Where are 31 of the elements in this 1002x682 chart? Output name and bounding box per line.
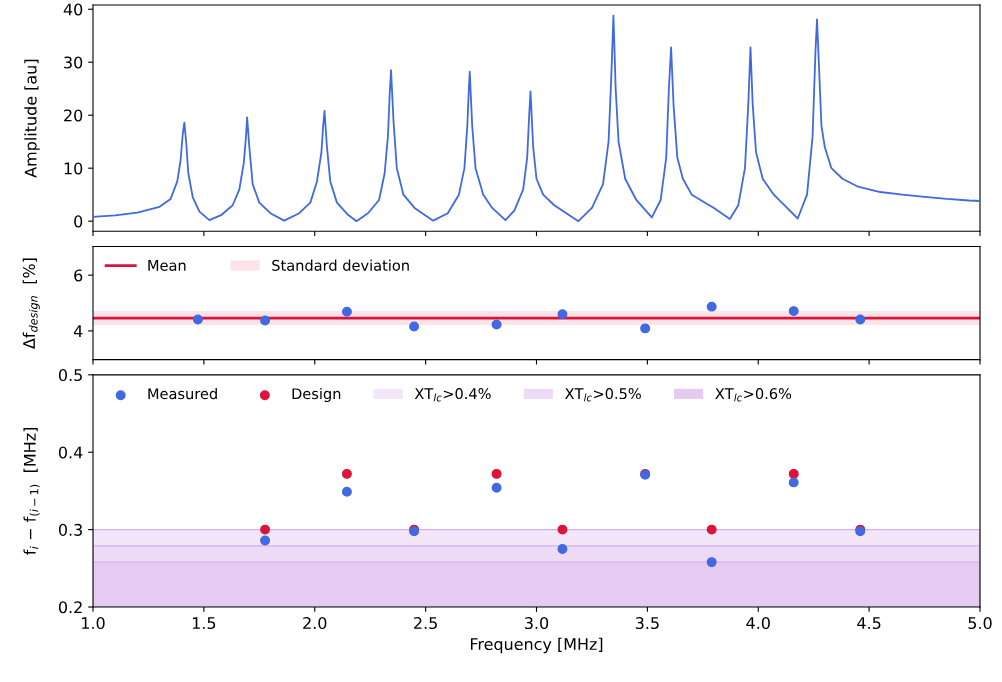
x-tick-label: 2.5 xyxy=(414,617,437,630)
x-tick-label: 3.5 xyxy=(635,617,659,630)
legend-label: Standard deviation xyxy=(272,259,409,271)
y-tick-label: 0.5 xyxy=(58,369,82,382)
legend-label: XT$_{lc}$>0.6% xyxy=(715,388,792,402)
legend-label: Mean xyxy=(148,260,186,271)
y-tick-label: 20 xyxy=(64,109,83,122)
y-tick-label: 4 xyxy=(73,325,83,337)
y-tick-label: 40 xyxy=(63,3,83,16)
y-tick-label: 0.4 xyxy=(58,446,83,459)
y-tick-label: 0.2 xyxy=(58,601,82,614)
x-axis-title: Frequency [MHz] xyxy=(470,637,603,654)
x-tick-label: 1.0 xyxy=(82,617,105,630)
x-tick-label: 3.0 xyxy=(525,617,549,630)
y-axis-title: Amplitude [au] xyxy=(24,59,40,178)
y-tick-label: 0 xyxy=(74,215,83,228)
y-tick-label: 6 xyxy=(74,269,83,282)
y-axis-title: Δf$_{design}$ [%] xyxy=(22,258,40,349)
legend-label: XT$_{lc}$>0.5% xyxy=(565,388,641,402)
y-tick-label: 10 xyxy=(64,162,83,175)
x-tick-label: 5.0 xyxy=(968,617,992,630)
legend-label: Design xyxy=(292,387,341,403)
x-tick-label: 4.5 xyxy=(857,617,881,630)
x-tick-label: 2.0 xyxy=(303,617,327,630)
x-tick-label: 1.5 xyxy=(192,617,216,630)
legend-label: XT$_{lc}$>0.4% xyxy=(414,388,491,402)
legend-label: Measured xyxy=(148,387,217,400)
y-tick-label: 30 xyxy=(64,56,83,69)
y-axis-title: f$_{i}$ − f$_{(i−1)}$ [MHz] xyxy=(23,428,40,555)
y-tick-label: 0.3 xyxy=(58,523,82,536)
x-tick-label: 4.0 xyxy=(746,617,770,630)
